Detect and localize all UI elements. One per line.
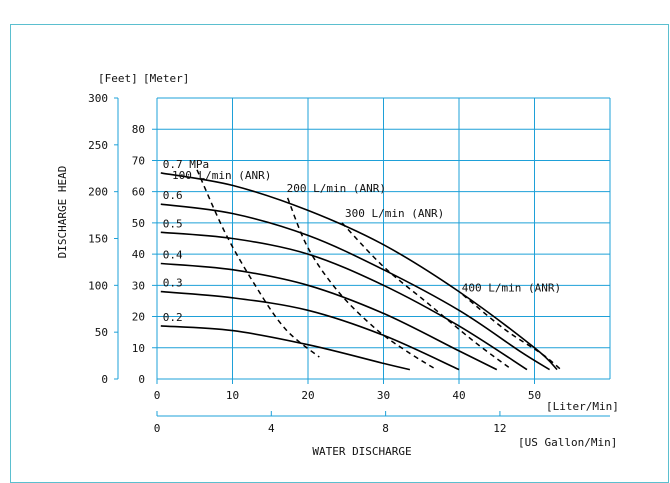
outer-frame — [10, 24, 669, 483]
air-consumption-curve — [341, 222, 513, 371]
air-consumption-label: 100 L/min (ANR) — [172, 169, 271, 182]
y-tick-label-meter: 50 — [132, 217, 145, 230]
x-tick-label-gpm: 0 — [154, 422, 161, 435]
y-tick-label-meter: 70 — [132, 154, 145, 167]
y-tick-label-feet: 0 — [101, 373, 108, 386]
y-tick-label-meter: 0 — [138, 373, 145, 386]
x-tick-label-gpm: 8 — [382, 422, 389, 435]
air-consumption-label: 300 L/min (ANR) — [345, 207, 444, 220]
air-consumption-label: 200 L/min (ANR) — [287, 182, 386, 195]
pressure-curve — [160, 325, 411, 371]
pressure-curve-label: 0.2 — [163, 311, 183, 324]
x-tick-label-lpm: 30 — [377, 389, 390, 402]
air-consumption-curve — [196, 169, 320, 358]
air-consumption-label: 400 L/min (ANR) — [462, 282, 561, 295]
pressure-curve-label: 0.4 — [163, 248, 183, 261]
y-unit-meter: [Meter] — [143, 72, 189, 85]
x-axis-label: WATER DISCHARGE — [312, 445, 411, 458]
pressure-curve — [160, 262, 498, 371]
x-tick-label-lpm: 0 — [154, 389, 161, 402]
x-tick-label-lpm: 20 — [301, 389, 314, 402]
y-tick-label-meter: 20 — [132, 311, 145, 324]
y-tick-label-feet: 50 — [95, 326, 108, 339]
y-tick-label-feet: 200 — [88, 186, 108, 199]
x-unit-lpm: [Liter/Min] — [546, 400, 619, 413]
air-consumption-curve — [286, 197, 437, 371]
y-tick-label-meter: 30 — [132, 279, 145, 292]
x-tick-label-gpm: 4 — [268, 422, 275, 435]
pressure-curve — [160, 203, 551, 371]
y-tick-label-meter: 40 — [132, 248, 145, 261]
pressure-curves — [160, 172, 558, 371]
pressure-curve-label: 0.3 — [163, 277, 183, 290]
x-tick-label-lpm: 40 — [452, 389, 465, 402]
y-axis-label: DISCHARGE HEAD — [56, 166, 69, 259]
pressure-curve-label: 0.5 — [163, 217, 183, 230]
chart-grid — [152, 97, 611, 379]
pressure-curve-label: 0.7 MPa — [163, 158, 209, 171]
y-tick-label-meter: 60 — [132, 186, 145, 199]
x-tick-label-gpm: 12 — [493, 422, 506, 435]
x-tick-label-lpm: 50 — [528, 389, 541, 402]
y-tick-label-feet: 150 — [88, 233, 108, 246]
y-tick-label-meter: 10 — [132, 342, 145, 355]
pressure-curve — [160, 172, 558, 371]
y-tick-label-feet: 300 — [88, 92, 108, 105]
air-consumption-curves — [196, 169, 562, 371]
series-labels: 0.7 MPa 0.6 0.5 0.4 0.3 0.2 100 L/min (ANR) 200… — [163, 158, 561, 324]
y-tick-label-feet: 250 — [88, 139, 108, 152]
y-unit-feet: [Feet] — [98, 72, 138, 85]
x-tick-label-lpm: 10 — [226, 389, 239, 402]
pressure-curve — [160, 290, 460, 371]
pressure-curve-label: 0.6 — [163, 189, 183, 202]
chart-axes — [114, 97, 610, 417]
y-tick-label-meter: 80 — [132, 123, 145, 136]
y-tick-label-feet: 100 — [88, 279, 108, 292]
x-unit-gpm: [US Gallon/Min] — [518, 436, 617, 449]
